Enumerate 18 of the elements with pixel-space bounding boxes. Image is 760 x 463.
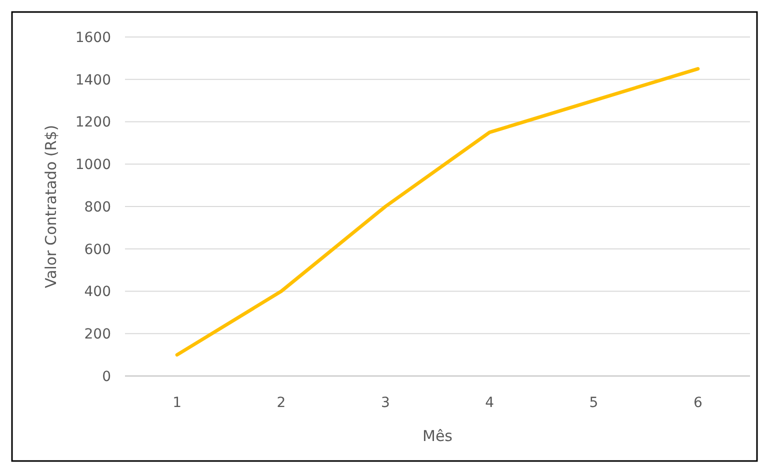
y-axis-title: Valor Contratado (R$): [42, 124, 60, 288]
y-tick-label: 1600: [75, 30, 111, 46]
x-tick-label: 2: [276, 395, 286, 411]
x-tick-label: 3: [380, 395, 390, 411]
y-tick-label: 800: [84, 199, 111, 216]
y-tick-label: 600: [84, 242, 111, 258]
y-tick-label: 200: [84, 326, 111, 343]
y-tick-label: 400: [84, 284, 111, 300]
x-axis-title: Mês: [422, 427, 453, 445]
y-tick-label: 0: [102, 368, 111, 385]
x-tick-label: 5: [589, 395, 598, 411]
x-tick-label: 4: [485, 395, 494, 411]
y-tick-label: 1000: [75, 157, 111, 174]
y-tick-label: 1400: [75, 72, 111, 88]
y-tick-label: 1200: [75, 114, 111, 131]
line-series: [175, 67, 700, 357]
x-tick-label: 6: [693, 395, 702, 411]
x-tick-label: 1: [172, 395, 182, 411]
